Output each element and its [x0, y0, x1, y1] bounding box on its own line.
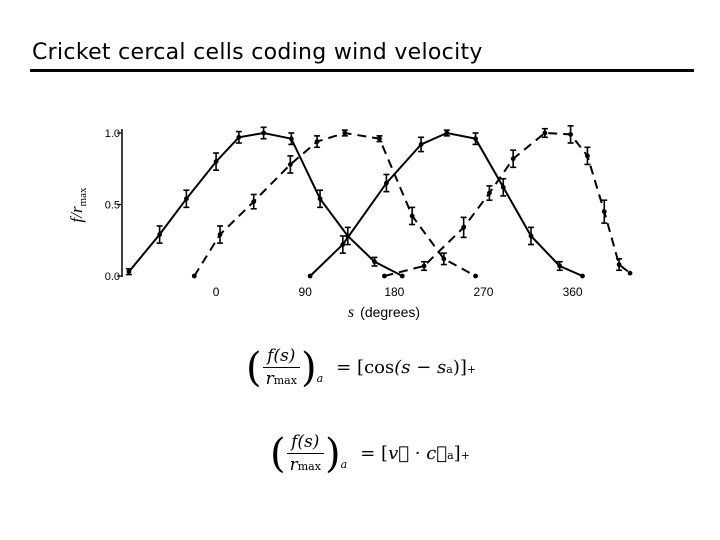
data-point	[528, 233, 534, 239]
eq1-rhs: = [cos(s − sa)]+	[336, 357, 477, 378]
x-tick-label: 270	[473, 285, 493, 299]
data-point	[261, 130, 267, 136]
data-point	[500, 184, 506, 190]
data-point	[421, 263, 427, 269]
x-tick-label: 90	[299, 285, 313, 299]
data-point	[473, 273, 478, 279]
eq1-fraction: f(s) rmax	[262, 346, 300, 389]
data-point	[384, 180, 389, 186]
series-3	[307, 129, 585, 279]
data-point	[580, 273, 585, 279]
data-point	[126, 269, 132, 275]
data-point	[568, 132, 574, 137]
data-point	[307, 273, 313, 279]
data-point	[191, 273, 197, 279]
data-point	[183, 196, 189, 202]
series-2	[191, 129, 478, 279]
data-point	[399, 273, 405, 279]
data-point	[213, 159, 219, 165]
data-point	[236, 134, 242, 140]
data-point	[372, 259, 377, 265]
series-4-line	[384, 131, 631, 277]
data-point	[473, 136, 478, 142]
x-tick-label: 0	[213, 285, 220, 299]
series-3-line	[309, 131, 583, 277]
chart-series	[125, 125, 633, 279]
data-point	[287, 162, 293, 167]
eq2-fraction: f(s) rmax	[286, 432, 324, 475]
series-2-line	[193, 131, 476, 277]
y-tick-label: 0.0	[105, 271, 120, 283]
data-point	[342, 130, 348, 136]
data-point	[627, 270, 633, 276]
series-4	[382, 125, 633, 279]
x-axis-label: s (degrees)	[348, 304, 420, 321]
y-tick-label: 1.0	[105, 128, 120, 140]
data-point	[157, 232, 163, 237]
eq2-rhs: = [v⃗ · c⃗a]+	[360, 443, 470, 464]
data-point	[217, 232, 223, 237]
data-point	[444, 130, 450, 136]
data-point	[409, 213, 415, 219]
y-tick-label: 0.5	[105, 200, 120, 212]
series-1	[125, 126, 405, 279]
data-point	[616, 262, 622, 267]
y-axis-label: f/rmax	[67, 187, 89, 223]
x-tick-label: 360	[563, 285, 583, 299]
data-point	[585, 153, 590, 159]
slide-title: Cricket cercal cells coding wind velocit…	[32, 40, 483, 65]
equation-cosine-tuning: (f(s) rmax)a = [cos(s − sa)]+	[246, 344, 477, 391]
data-point	[486, 190, 492, 196]
x-tick-label: 180	[384, 285, 404, 299]
data-point	[510, 156, 516, 162]
data-point	[317, 196, 323, 202]
data-point	[601, 209, 607, 215]
data-point	[418, 142, 424, 147]
data-point	[461, 224, 467, 230]
equation-vector-tuning: (f(s) rmax)a = [v⃗ · c⃗a]+	[270, 430, 470, 477]
series-1-line	[128, 131, 403, 277]
title-underline	[30, 69, 694, 72]
chart-ticks: 0.0 0.5 1.0 0 90 180 270 360	[105, 128, 583, 299]
data-point	[557, 263, 563, 269]
data-point	[382, 273, 387, 279]
data-point	[251, 199, 257, 205]
data-point	[340, 242, 346, 247]
data-point	[542, 130, 548, 136]
data-point	[288, 136, 294, 142]
data-point	[377, 136, 382, 142]
data-point	[314, 139, 320, 144]
data-point	[441, 256, 447, 262]
